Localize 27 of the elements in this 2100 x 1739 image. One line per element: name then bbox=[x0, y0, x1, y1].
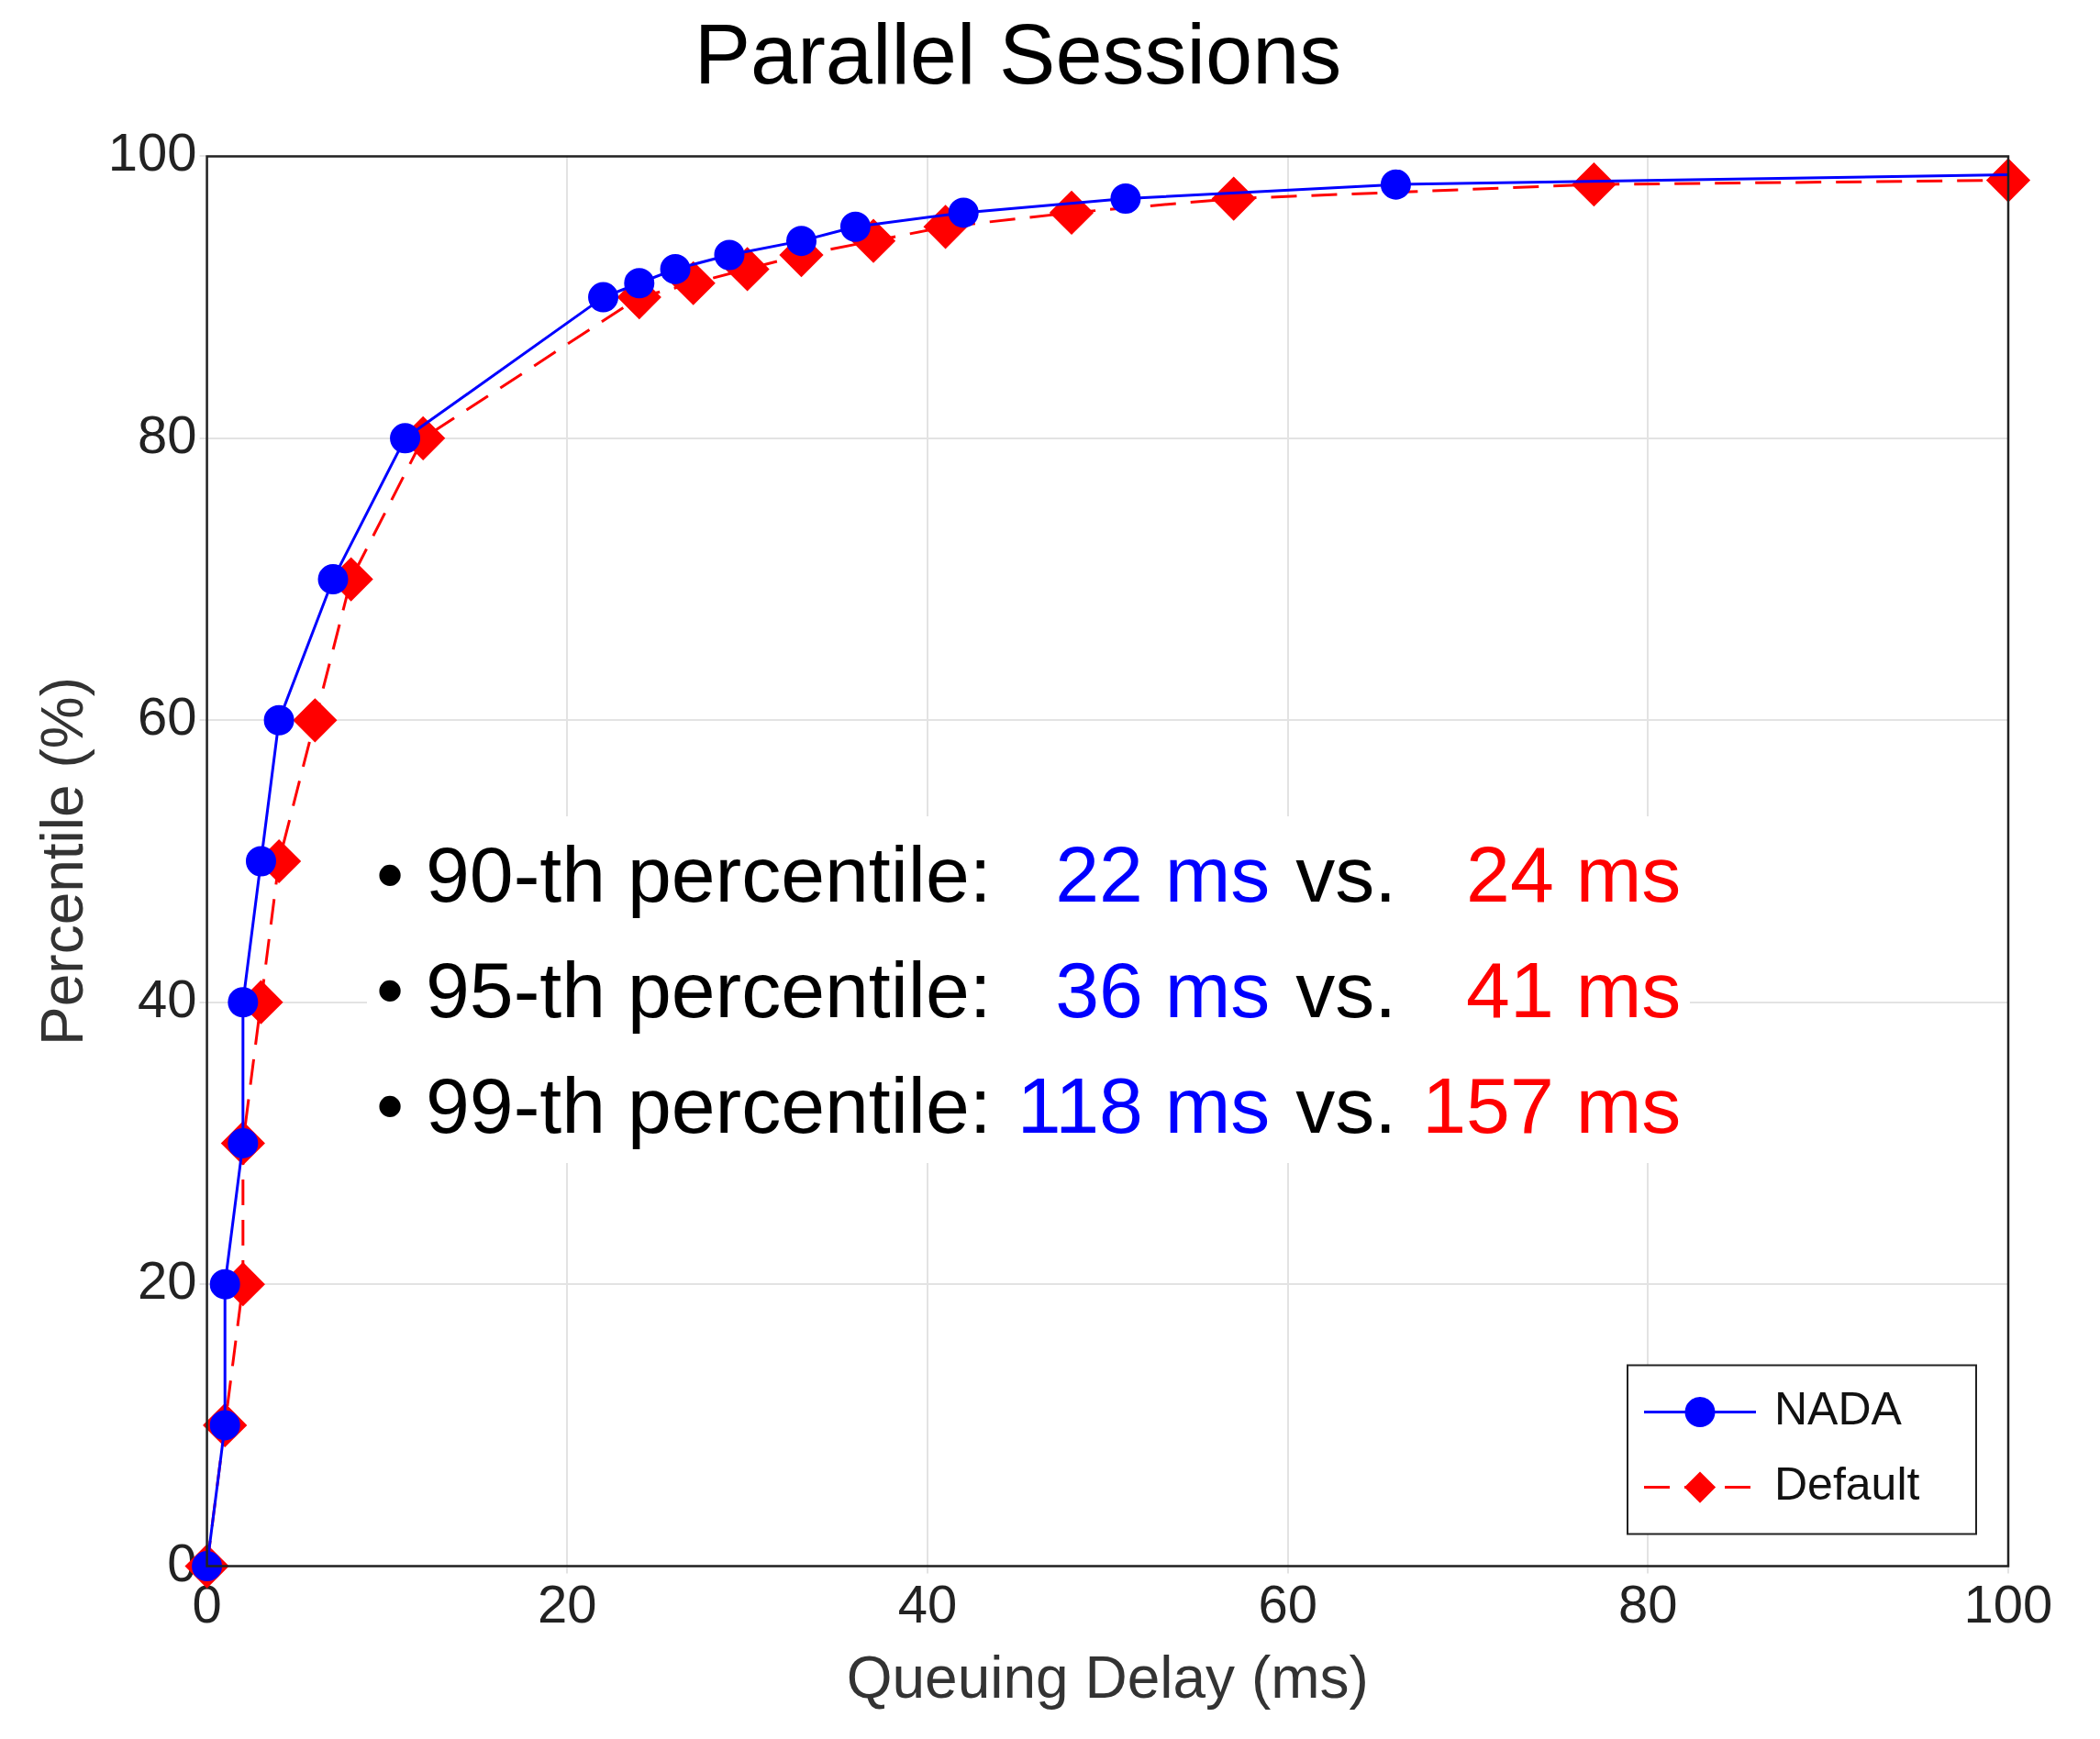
x-tick-label: 40 bbox=[897, 1574, 958, 1634]
annotation: • 90-th percentile: bbox=[376, 829, 992, 920]
annotation: vs. bbox=[1295, 1060, 1397, 1151]
y-tick-label: 40 bbox=[138, 968, 197, 1028]
y-axis-title: Percentile (%) bbox=[29, 677, 96, 1046]
chart-title: Parallel Sessions bbox=[694, 6, 1342, 101]
y-tick-label: 80 bbox=[138, 404, 197, 464]
y-tick-label: 60 bbox=[138, 686, 197, 747]
annotation: 36 ms bbox=[1054, 945, 1271, 1036]
y-tick-label: 20 bbox=[138, 1250, 197, 1311]
annotation: vs. bbox=[1295, 829, 1397, 920]
x-tick-label: 100 bbox=[1963, 1574, 2053, 1634]
y-tick-label: 100 bbox=[107, 122, 197, 183]
x-tick-label: 20 bbox=[538, 1574, 597, 1634]
legend-label: Default bbox=[1774, 1458, 1920, 1511]
annotation: 157 ms bbox=[1422, 1060, 1682, 1151]
annotation: 41 ms bbox=[1465, 945, 1682, 1036]
annotation: vs. bbox=[1295, 945, 1397, 1036]
annotation: • 95-th percentile: bbox=[376, 945, 992, 1036]
x-tick-label: 60 bbox=[1258, 1574, 1317, 1634]
annotation: 22 ms bbox=[1054, 829, 1271, 920]
annotation: • 99-th percentile: bbox=[376, 1060, 992, 1151]
x-tick-label: 80 bbox=[1618, 1574, 1678, 1634]
annotation: 24 ms bbox=[1465, 829, 1682, 920]
x-axis-title: Queuing Delay (ms) bbox=[846, 1645, 1369, 1711]
annotation: 118 ms bbox=[1017, 1060, 1271, 1151]
legend-label: NADA bbox=[1774, 1383, 1903, 1435]
